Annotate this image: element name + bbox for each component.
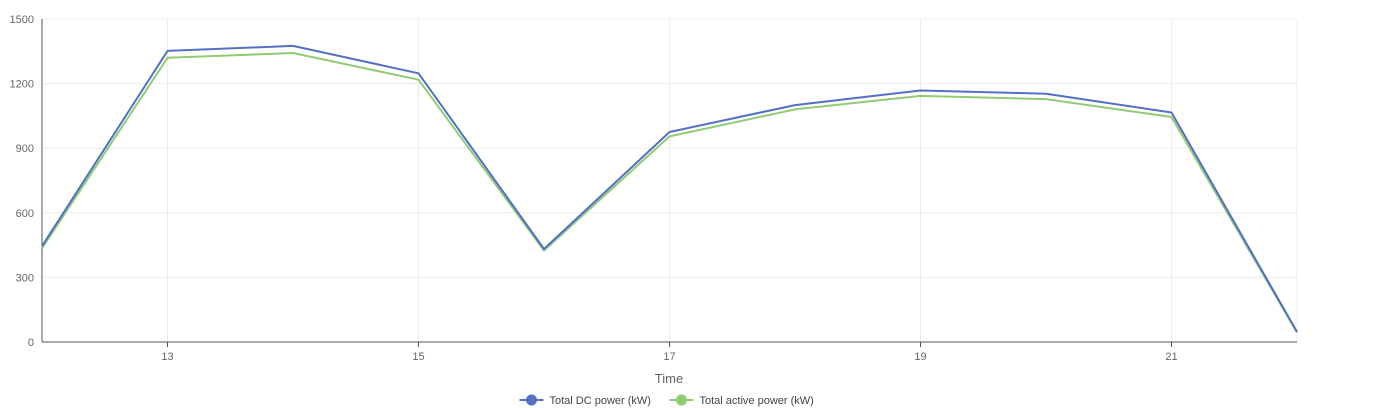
x-axis-ticks: 13 15 17 19 21 [161,342,1178,363]
x-tick-label: 19 [914,351,926,363]
x-tick-label: 21 [1165,351,1177,363]
x-axis-title: Time [655,371,683,386]
grid-lines [42,18,1298,342]
series-line [41,52,1298,334]
series-lines [41,44,1298,334]
legend-dot-marker [526,394,537,406]
x-tick-label: 15 [412,351,424,363]
legend-label: Total DC power (kW) [550,395,651,407]
series-line [41,44,1298,333]
y-tick-label: 1200 [10,79,34,91]
y-tick-label: 0 [28,337,34,349]
legend-dot-marker [676,394,687,406]
legend-item[interactable]: Total active power (kW) [669,394,814,408]
y-tick-label: 600 [16,208,34,220]
y-tick-label: 900 [16,143,34,155]
legend-item[interactable]: Total DC power (kW) [519,394,651,408]
legend[interactable]: Total DC power (kW) Total active power (k… [519,394,814,408]
x-tick-label: 17 [663,351,675,363]
legend-label: Total active power (kW) [700,395,814,407]
y-axis-ticks: 0 300 600 900 1200 1500 [10,14,34,349]
x-tick-label: 13 [161,351,173,363]
y-tick-label: 300 [16,272,34,284]
y-tick-label: 1500 [10,14,34,26]
